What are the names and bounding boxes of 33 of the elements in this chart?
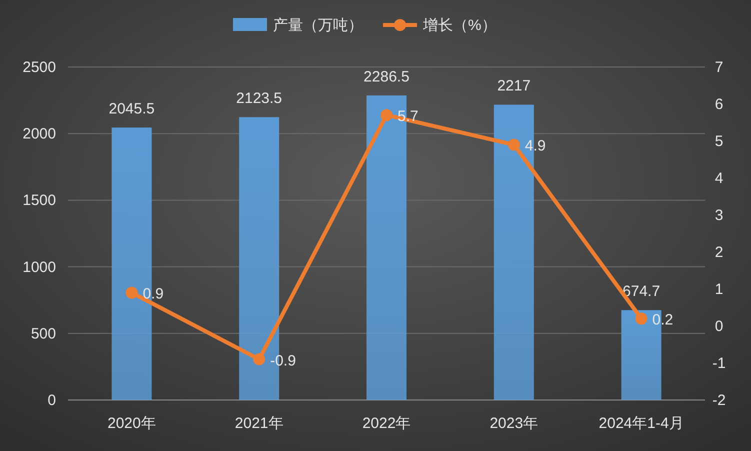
y2-tick-label: -1 <box>712 355 726 372</box>
data-label: 2286.5 <box>364 68 410 86</box>
y-tick-label: 500 <box>30 325 56 342</box>
point <box>508 138 520 151</box>
y-tick-label: 0 <box>48 392 56 409</box>
x-tick-label: 2023年 <box>490 415 538 432</box>
legend-label: 产量（万吨） <box>273 17 363 34</box>
point <box>380 109 392 122</box>
x-tick-label: 2020年 <box>108 415 156 432</box>
y2-tick-label: 2 <box>714 244 724 261</box>
legend-label: 增长（%） <box>422 17 496 34</box>
point <box>635 312 648 325</box>
point <box>126 286 138 299</box>
data-label: 2123.5 <box>236 90 282 108</box>
x-tick-label: 2024年1-4月 <box>598 415 684 432</box>
data-label: 2045.5 <box>108 100 155 118</box>
y2-tick-label: 7 <box>714 59 724 76</box>
y2-tick-label: 0 <box>714 318 724 335</box>
y2-tick-label: 5 <box>714 133 724 150</box>
data-label: 2217 <box>497 78 531 95</box>
y-tick-label: 2000 <box>22 126 56 143</box>
y-tick-label: 2500 <box>22 59 56 76</box>
y-tick-label: 1000 <box>22 258 56 276</box>
y2-tick-label: -2 <box>712 392 726 409</box>
y2-tick-label: 1 <box>714 281 724 298</box>
y-tick-label: 1500 <box>22 192 56 210</box>
x-tick-label: 2022年 <box>362 415 411 432</box>
y2-tick-label: 4 <box>714 170 724 187</box>
y2-tick-label: 3 <box>714 207 724 224</box>
x-tick-label: 2021年 <box>234 415 284 432</box>
point <box>253 353 266 366</box>
data-label: 5.7 <box>398 108 418 126</box>
y2-tick-label: 6 <box>714 96 724 113</box>
